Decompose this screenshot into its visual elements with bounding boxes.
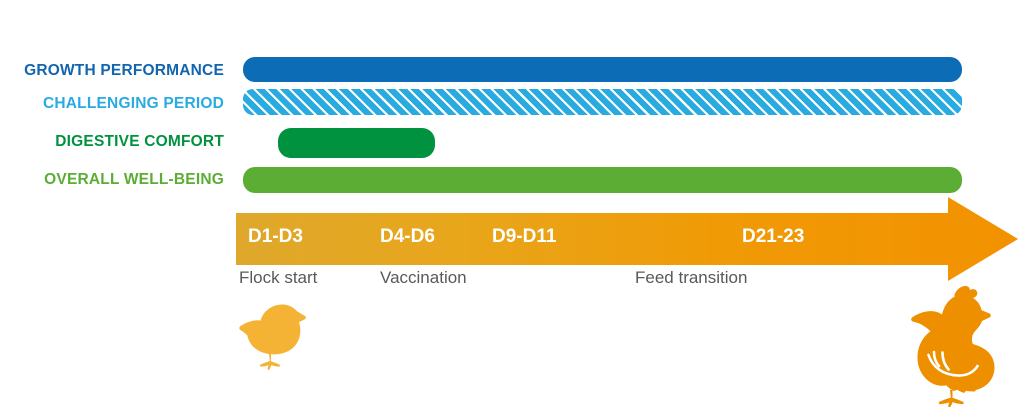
bar-overall-well-being bbox=[243, 167, 962, 193]
chick-icon bbox=[238, 300, 314, 372]
bar-digestive-comfort bbox=[278, 128, 435, 158]
timeline-date-2: D4-D6 bbox=[380, 226, 435, 247]
timeline-event-flock-start: Flock start bbox=[239, 268, 318, 287]
bar-growth-performance bbox=[243, 57, 962, 82]
timeline-date-1: D1-D3 bbox=[248, 226, 303, 247]
timeline-date-4: D21-23 bbox=[742, 226, 805, 247]
timeline-event-feed-transition: Feed transition bbox=[635, 268, 748, 287]
chicken-icon bbox=[898, 283, 1014, 407]
row-label-growth-performance: GROWTH PERFORMANCE bbox=[24, 62, 224, 79]
row-label-challenging-period: CHALLENGING PERIOD bbox=[43, 95, 224, 112]
row-label-digestive-comfort: DIGESTIVE COMFORT bbox=[55, 133, 224, 150]
timeline-arrow bbox=[236, 197, 1018, 281]
timeline-event-vaccination: Vaccination bbox=[380, 268, 467, 287]
row-label-overall-well-being: OVERALL WELL-BEING bbox=[44, 171, 224, 188]
bar-challenging-period bbox=[243, 89, 962, 115]
timeline-date-3: D9-D11 bbox=[492, 226, 557, 247]
